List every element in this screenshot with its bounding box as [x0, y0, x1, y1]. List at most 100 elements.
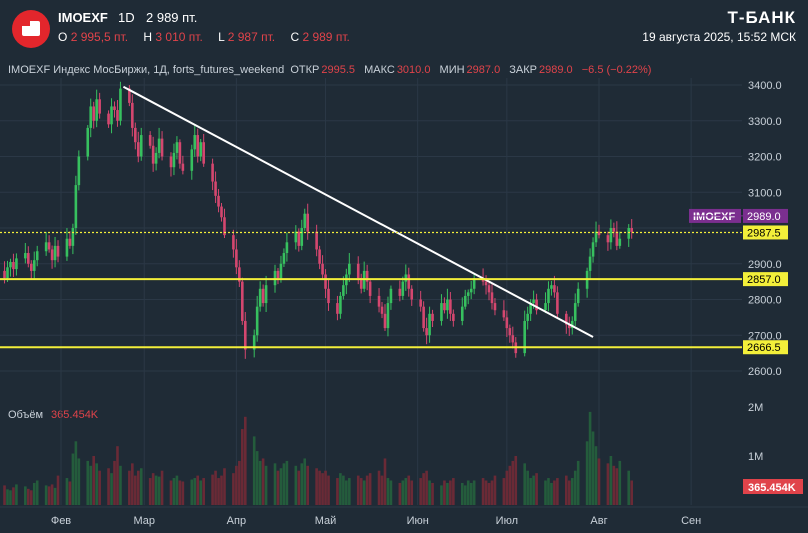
- candle-body: [535, 299, 538, 311]
- volume-bar: [95, 463, 98, 505]
- volume-bar: [407, 475, 411, 505]
- volume-bar: [452, 478, 455, 505]
- candle-body: [15, 258, 18, 270]
- ticker-symbol[interactable]: IMOEXF: [58, 10, 108, 25]
- volume-bar: [86, 460, 90, 505]
- candle-body: [53, 245, 57, 261]
- y-tick-label: 3300.0: [748, 116, 782, 128]
- candle-body: [243, 320, 247, 350]
- candle-body: [282, 253, 286, 264]
- volume-tick-label: 1M: [748, 451, 763, 463]
- candle-body: [365, 270, 369, 282]
- volume-bar: [573, 470, 577, 505]
- volume-last-badge: [743, 479, 803, 494]
- volume-bar: [181, 481, 185, 505]
- volume-bar: [389, 480, 393, 505]
- candle-body: [556, 292, 559, 314]
- candle-body: [591, 242, 595, 257]
- volume-bar: [345, 480, 348, 505]
- volume-bar: [383, 458, 387, 505]
- volume-bar: [401, 480, 405, 505]
- candle-body: [178, 142, 182, 164]
- volume-bar: [160, 470, 164, 505]
- candle-body: [77, 156, 81, 186]
- candle-body: [110, 106, 113, 125]
- candle-body: [27, 253, 30, 264]
- candle-body: [508, 328, 512, 336]
- candle-body: [232, 235, 235, 250]
- last-price-badge: [743, 208, 788, 223]
- candle-body: [134, 127, 137, 143]
- volume-bar: [362, 480, 366, 505]
- volume-bar: [380, 475, 384, 505]
- candle-body: [321, 263, 324, 275]
- candle-body: [547, 288, 550, 304]
- volume-bar: [175, 475, 179, 505]
- datetime: 19 августа 2025, 15:52 МСК: [642, 30, 796, 44]
- volume-bar: [3, 485, 6, 505]
- volume-bar: [199, 480, 203, 505]
- volume-bar: [606, 463, 610, 505]
- timeframe[interactable]: 1D: [118, 10, 135, 25]
- level-badge: [743, 225, 788, 240]
- trend-line: [122, 85, 594, 338]
- volume-bar: [214, 470, 217, 505]
- candle-body: [466, 292, 470, 296]
- volume-bar: [178, 480, 182, 505]
- y-tick-label: 2900.0: [748, 259, 782, 271]
- candle-body: [24, 253, 27, 259]
- volume-bar: [463, 485, 467, 505]
- volume-bar: [238, 460, 241, 505]
- volume-bar: [505, 470, 509, 505]
- candle-body: [65, 238, 69, 257]
- candle-body: [449, 299, 452, 314]
- candle-body: [348, 263, 351, 275]
- brand-name: Т-БАНК: [727, 8, 796, 27]
- candle-body: [98, 99, 101, 114]
- volume-bar: [119, 465, 122, 505]
- candle-body: [136, 142, 140, 157]
- volume-bar: [223, 468, 226, 505]
- candle-body: [627, 228, 631, 239]
- candle-body: [529, 303, 532, 314]
- candle-body: [202, 142, 205, 164]
- volume-bar: [565, 475, 568, 505]
- candle-body: [487, 285, 491, 293]
- volume-bar: [377, 470, 381, 505]
- candle-body: [502, 310, 506, 318]
- volume-bar: [71, 453, 75, 505]
- volume-bar: [368, 473, 372, 505]
- volume-bar: [535, 473, 538, 505]
- volume-bar: [588, 411, 592, 505]
- candle-body: [190, 149, 194, 171]
- volume-bar: [493, 475, 497, 505]
- volume-bar: [336, 478, 339, 505]
- volume-bar: [300, 463, 304, 505]
- volume-bar: [261, 458, 265, 505]
- series-legend: IMOEXF Индекс МосБиржи, 1Д, forts_future…: [8, 64, 652, 76]
- last-price-text: 2 989 пт.: [146, 10, 198, 25]
- candle-body: [469, 288, 473, 293]
- candle-body: [300, 228, 304, 246]
- candle-body: [131, 102, 134, 128]
- volume-bar: [618, 460, 622, 505]
- volume-bar: [348, 478, 351, 505]
- volume-bar: [339, 473, 342, 505]
- candle-body: [74, 185, 78, 228]
- volume-bar: [460, 482, 464, 505]
- volume-bar: [77, 458, 81, 505]
- candle-body: [576, 288, 580, 304]
- candle-body: [119, 88, 122, 121]
- volume-bar: [32, 482, 36, 505]
- candle-body: [410, 288, 414, 300]
- volume-bar: [386, 478, 390, 505]
- volume-bar: [567, 480, 571, 505]
- candle-body: [618, 238, 622, 246]
- candle-body: [92, 106, 95, 121]
- volume-bar: [89, 465, 93, 505]
- candle-body: [35, 251, 39, 261]
- candle-body: [440, 303, 443, 321]
- candle-body: [3, 270, 6, 279]
- volume-bar: [449, 480, 452, 505]
